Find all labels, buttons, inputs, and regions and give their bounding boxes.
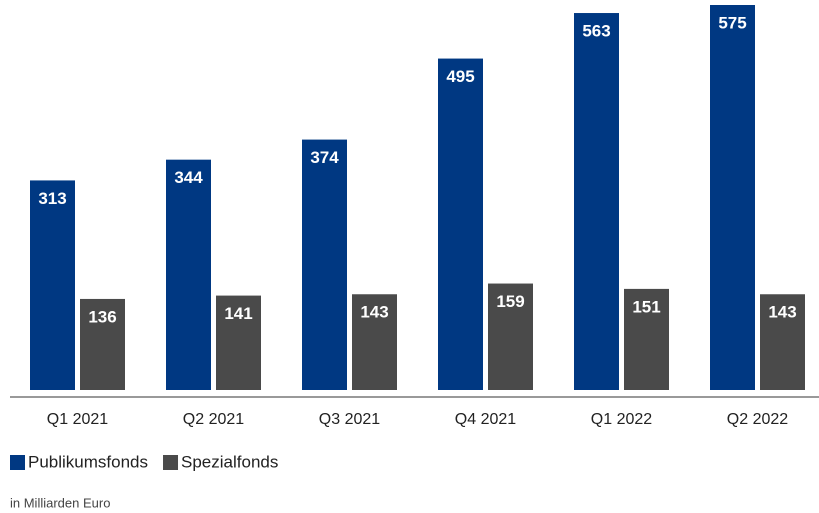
bar [438,58,483,390]
value-label: 313 [38,189,66,208]
footnote: in Milliarden Euro [10,495,110,510]
value-label: 575 [718,13,746,32]
legend-swatch [10,455,25,470]
value-label: 141 [224,304,252,323]
bar [624,288,669,390]
value-label: 159 [496,292,524,311]
bar [302,139,347,390]
value-label: 374 [310,148,339,167]
value-label: 495 [446,67,474,86]
x-tick-label: Q3 2021 [319,411,380,428]
bar [30,180,75,390]
value-label: 151 [632,297,660,316]
x-tick-label: Q1 2021 [47,411,108,428]
bar [710,5,755,390]
value-label: 143 [360,303,388,322]
legend-label: Spezialfonds [181,452,278,471]
value-label: 344 [174,168,203,187]
value-label: 136 [88,307,116,326]
x-tick-label: Q4 2021 [455,411,516,428]
x-tick-label: Q1 2022 [591,411,652,428]
legend-swatch [163,455,179,470]
x-tick-label: Q2 2021 [183,411,244,428]
bar [574,13,619,390]
bar [488,283,533,390]
bar [80,298,125,390]
bar [760,294,805,390]
bar [166,159,211,390]
x-tick-label: Q2 2022 [727,411,788,428]
value-label: 143 [768,303,796,322]
legend-label: Publikumsfonds [28,452,148,471]
bar [352,294,397,390]
bar [216,295,261,390]
value-label: 563 [582,22,610,41]
